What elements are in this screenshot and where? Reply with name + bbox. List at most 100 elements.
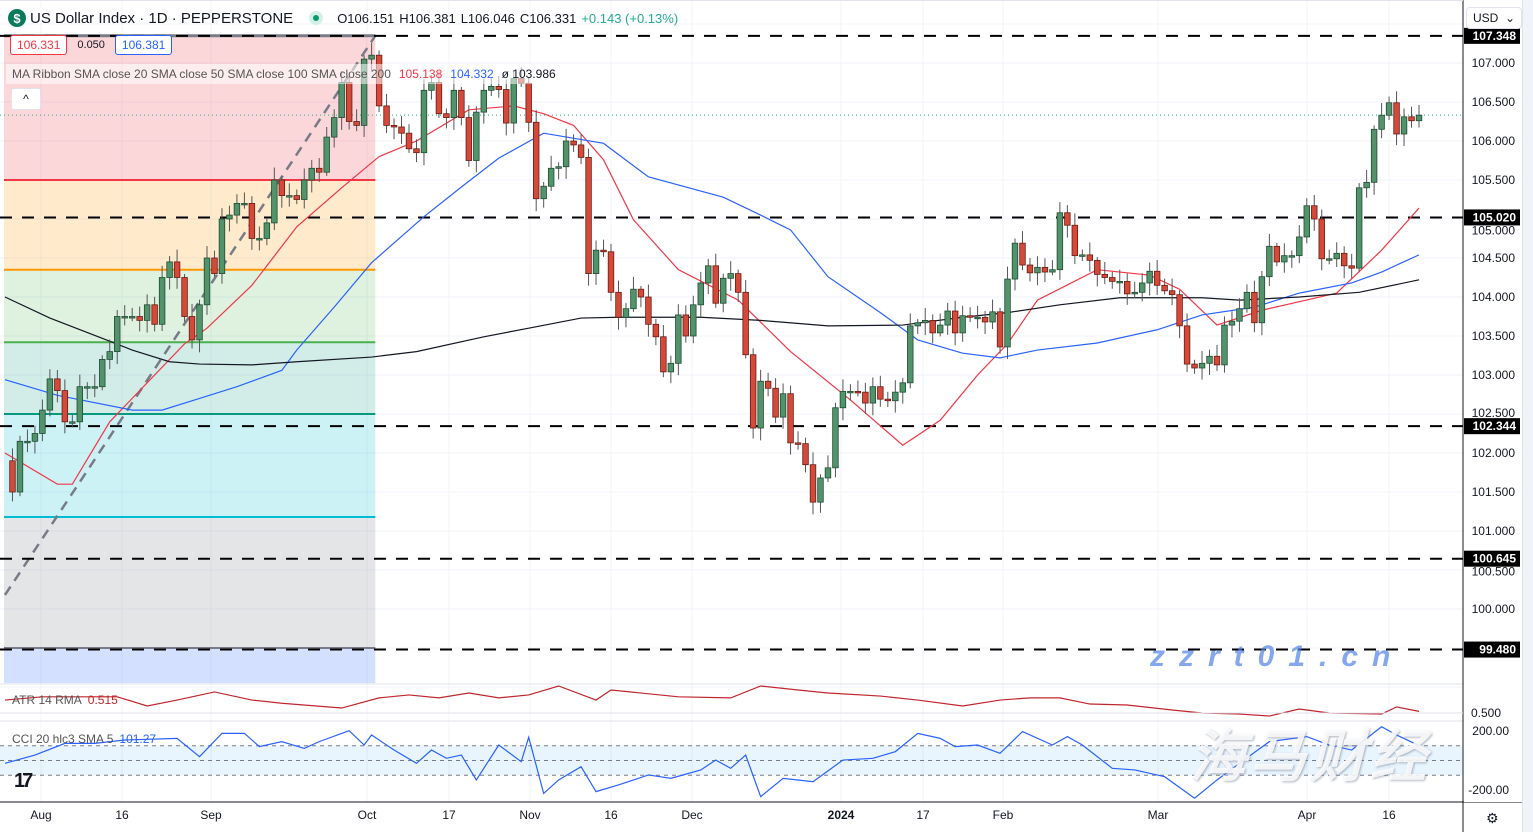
candle bbox=[734, 269, 742, 302]
candle bbox=[1296, 225, 1303, 264]
candle bbox=[981, 310, 989, 335]
level-price-label: 100.645 bbox=[1473, 552, 1517, 566]
price-tick-label: 101.000 bbox=[1472, 524, 1516, 538]
candle-body bbox=[1400, 116, 1408, 135]
candle-body bbox=[869, 386, 877, 404]
candle bbox=[884, 391, 892, 408]
atr-value: 0.515 bbox=[87, 693, 118, 707]
symbol-name[interactable]: US Dollar Index bbox=[30, 9, 136, 27]
candle-body bbox=[989, 311, 996, 323]
candle bbox=[1303, 198, 1310, 244]
tradingview-logo[interactable]: 17 bbox=[14, 770, 33, 792]
candle-body bbox=[360, 58, 368, 126]
market-open-status-icon bbox=[309, 11, 324, 25]
candle-body bbox=[1056, 212, 1064, 271]
candle-body bbox=[495, 86, 502, 90]
cci-value: 101.27 bbox=[119, 732, 157, 746]
candle-body bbox=[1071, 224, 1079, 257]
candle-body bbox=[742, 291, 749, 356]
candle bbox=[1251, 280, 1258, 333]
ma-ribbon-legend[interactable]: MA Ribbon SMA close 20 SMA close 50 SMA … bbox=[6, 64, 562, 84]
cci-tick-label: -200.00 bbox=[1468, 783, 1509, 797]
candle bbox=[84, 382, 91, 400]
cci-tick-label: 200.00 bbox=[1472, 724, 1509, 738]
candle-body bbox=[1198, 362, 1206, 369]
open-value: O106.151 bbox=[337, 10, 395, 26]
candle bbox=[1228, 311, 1236, 338]
candle-body bbox=[1221, 324, 1228, 366]
collapse-legend-button[interactable]: ^ bbox=[11, 88, 41, 110]
candle bbox=[286, 183, 293, 207]
candle-body bbox=[218, 218, 226, 274]
fib-zone bbox=[4, 414, 376, 517]
candle bbox=[555, 162, 562, 180]
candle bbox=[1393, 91, 1400, 146]
candle-body bbox=[16, 440, 24, 493]
candle bbox=[31, 425, 39, 454]
candle bbox=[1153, 260, 1161, 295]
candle bbox=[1131, 281, 1138, 299]
candle-body bbox=[106, 351, 113, 360]
candle bbox=[1176, 290, 1183, 339]
time-label: 16 bbox=[604, 808, 618, 822]
candle bbox=[46, 369, 54, 417]
candle-body bbox=[802, 443, 809, 466]
candle bbox=[1363, 169, 1370, 198]
candle bbox=[645, 284, 652, 337]
candle-body bbox=[675, 314, 682, 364]
level-price-badge bbox=[1464, 209, 1520, 226]
atr-tick-label: 0.500 bbox=[1471, 706, 1501, 720]
candle-body bbox=[196, 304, 203, 341]
candle-body bbox=[420, 89, 428, 154]
candle-body bbox=[76, 386, 84, 423]
candle bbox=[907, 313, 914, 389]
time-label: Mar bbox=[1147, 808, 1169, 822]
candle-body bbox=[1415, 114, 1423, 122]
candle bbox=[121, 305, 128, 326]
candle-body bbox=[241, 202, 248, 206]
interval[interactable]: 1D bbox=[148, 9, 168, 27]
candle bbox=[1191, 359, 1198, 374]
candle bbox=[1011, 238, 1019, 291]
candle bbox=[1355, 183, 1363, 272]
candle bbox=[787, 385, 794, 455]
candle-body bbox=[936, 324, 944, 334]
cci-legend[interactable]: CCI 20 hlc3 SMA 5 101.27 bbox=[12, 732, 156, 746]
candle bbox=[398, 115, 405, 144]
atr-legend[interactable]: ATR 14 RMA 0.515 bbox=[12, 693, 118, 707]
candle bbox=[166, 256, 173, 290]
candle bbox=[39, 399, 46, 442]
candle-body bbox=[1236, 308, 1243, 322]
time-label: 16 bbox=[1382, 808, 1396, 822]
close-value: C106.331 bbox=[519, 10, 577, 26]
candle bbox=[749, 348, 757, 439]
sma50-value: 104.332 bbox=[450, 67, 494, 81]
currency-select[interactable]: USD ⌄ bbox=[1466, 7, 1522, 29]
candle bbox=[1288, 250, 1296, 268]
level-price-label: 105.020 bbox=[1473, 210, 1517, 224]
change-value: +0.143 (+0.13%) bbox=[581, 10, 679, 26]
candle bbox=[989, 299, 996, 330]
candle bbox=[1213, 344, 1221, 371]
candle-body bbox=[847, 390, 854, 394]
candle-body bbox=[488, 86, 495, 91]
ma-line-sma20 bbox=[4, 105, 1420, 485]
candle bbox=[1019, 231, 1026, 271]
candle-body bbox=[1393, 102, 1400, 135]
candle-body bbox=[143, 304, 151, 321]
candle-body bbox=[398, 126, 405, 134]
time-label: 17 bbox=[442, 808, 456, 822]
candle-body bbox=[338, 82, 345, 118]
candle-body bbox=[316, 167, 323, 173]
settings-gear-icon[interactable]: ⚙ bbox=[1486, 810, 1499, 826]
candle bbox=[458, 86, 465, 126]
candle-body bbox=[181, 277, 188, 317]
candle bbox=[637, 285, 645, 308]
candle bbox=[1221, 316, 1228, 373]
candle-body bbox=[607, 251, 615, 293]
candle-body bbox=[1318, 218, 1325, 260]
price-tick-label: 105.500 bbox=[1472, 173, 1516, 187]
candle bbox=[1056, 202, 1064, 280]
time-label: 2024 bbox=[827, 808, 855, 822]
